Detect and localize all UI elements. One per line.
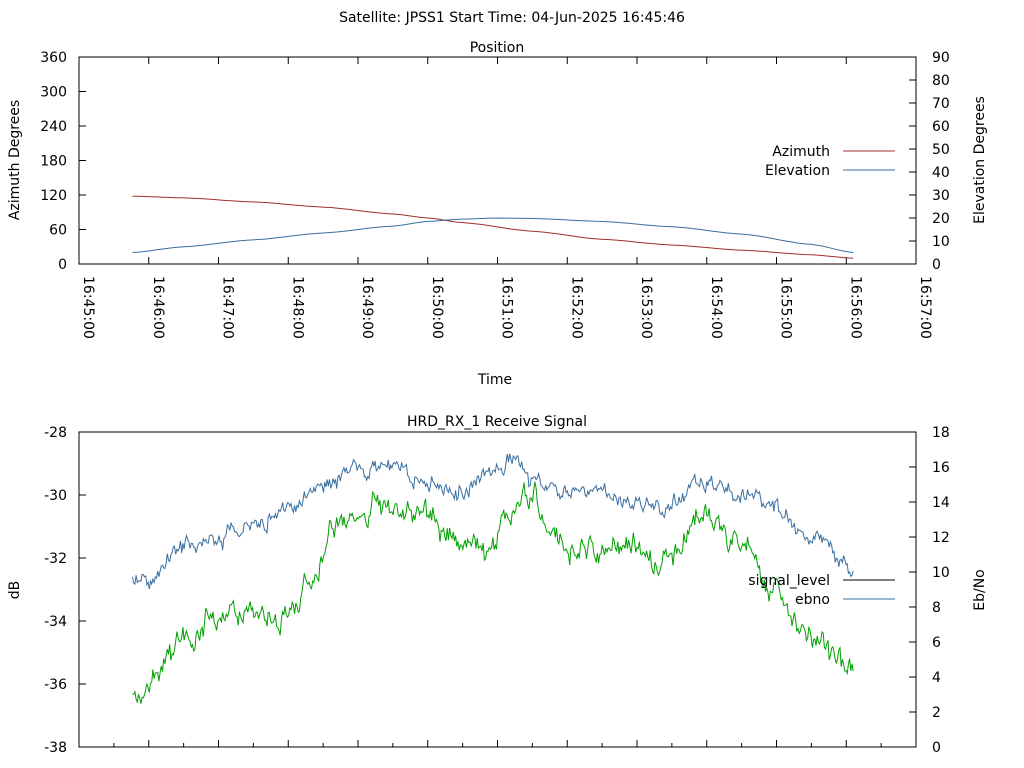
azimuth-line: [132, 195, 854, 259]
db-tick-label: -28: [44, 425, 67, 441]
ebno-tick-label: 2: [932, 705, 941, 721]
time-tick-label: 16:49:00: [359, 276, 375, 339]
time-tick-label: 16:53:00: [638, 276, 654, 339]
azimuth-legend-label: Azimuth: [772, 144, 830, 160]
signal-axis-ticks: -38 -36 -34 -32 -30 -28 0 2 4 6 8 10 12 14 16 18: [44, 425, 950, 756]
ebno-line: [132, 453, 854, 590]
ebno-tick-label: 6: [932, 635, 941, 651]
position-legend: Azimuth Elevation: [765, 144, 895, 179]
azimuth-tick-label: 120: [40, 188, 67, 204]
azimuth-tick-label: 60: [49, 223, 67, 239]
elevation-line: [132, 217, 854, 253]
ebno-tick-label: 8: [932, 600, 941, 616]
elevation-tick-label: 0: [932, 257, 941, 273]
elevation-tick-label: 50: [932, 142, 950, 158]
time-tick-label: 16:46:00: [150, 276, 166, 339]
time-tick-label: 16:51:00: [499, 276, 515, 339]
position-axis-ticks: 0 60 120 180 240 300 360 0 10 20 30 40 50 60 70 80 90 16:…: [40, 50, 950, 339]
elevation-tick-label: 60: [932, 119, 950, 135]
time-tick-label: 16:52:00: [568, 276, 584, 339]
elevation-tick-label: 80: [932, 73, 950, 89]
ebno-tick-label: 0: [932, 740, 941, 756]
ebno-legend-label: ebno: [795, 592, 830, 608]
signal_level-legend-label: signal_level: [748, 573, 830, 589]
elevation-legend-label: Elevation: [765, 163, 830, 179]
ebno-tick-label: 12: [932, 530, 950, 546]
azimuth-tick-label: 240: [40, 119, 67, 135]
azimuth-tick-label: 0: [58, 257, 67, 273]
elevation-tick-label: 10: [932, 234, 950, 250]
azimuth-axis-label: Azimuth Degrees: [7, 100, 23, 220]
elevation-tick-label: 70: [932, 96, 950, 112]
db-tick-label: -34: [44, 614, 67, 630]
elevation-tick-label: 90: [932, 50, 950, 66]
time-tick-label: 16:57:00: [917, 276, 933, 339]
db-tick-label: -32: [44, 551, 67, 567]
signal-plot-frame: [78, 431, 917, 748]
time-tick-label: 16:54:00: [708, 276, 724, 339]
position-chart-title: Position: [470, 40, 525, 56]
time-tick-label: 16:47:00: [220, 276, 236, 339]
db-tick-label: -36: [44, 677, 67, 693]
position-chart: Position 0 60 120 180 240 300 360 0 10 20 30 40 50 60…: [7, 40, 988, 388]
time-tick-label: 16:50:00: [429, 276, 445, 339]
time-tick-label: 16:45:00: [80, 276, 96, 339]
db-tick-label: -30: [44, 488, 67, 504]
elevation-tick-label: 20: [932, 211, 950, 227]
green-signal-line: [132, 481, 854, 704]
receive-signal-chart: HRD_RX_1 Receive Signal -38-36-34-32-30-…: [7, 414, 988, 756]
elevation-tick-label: 40: [932, 165, 950, 181]
azimuth-tick-label: 360: [40, 50, 67, 66]
page-title: Satellite: JPSS1 Start Time: 04-Jun-2025…: [339, 10, 685, 26]
ebno-tick-label: 10: [932, 565, 950, 581]
time-tick-label: 16:56:00: [847, 276, 863, 339]
ebno-tick-label: 18: [932, 425, 950, 441]
time-tick-label: 16:48:00: [289, 276, 305, 339]
ebno-tick-label: 4: [932, 670, 941, 686]
azimuth-tick-label: 300: [40, 85, 67, 101]
db-tick-label: -38: [44, 740, 67, 756]
position-series: [132, 195, 854, 259]
receive-signal-chart-title: HRD_RX_1 Receive Signal: [407, 414, 587, 430]
ebno-tick-label: 14: [932, 495, 950, 511]
ebno-axis-label: Eb/No: [972, 569, 988, 611]
ebno-tick-label: 16: [932, 460, 950, 476]
elevation-axis-label: Elevation Degrees: [972, 96, 988, 224]
elevation-tick-label: 30: [932, 188, 950, 204]
time-tick-label: 16:55:00: [778, 276, 794, 339]
azimuth-tick-label: 180: [40, 154, 67, 170]
db-axis-label: dB: [7, 581, 23, 600]
signal-series: [132, 453, 854, 704]
time-axis-label: Time: [477, 372, 512, 388]
position-plot-frame: [78, 56, 917, 265]
